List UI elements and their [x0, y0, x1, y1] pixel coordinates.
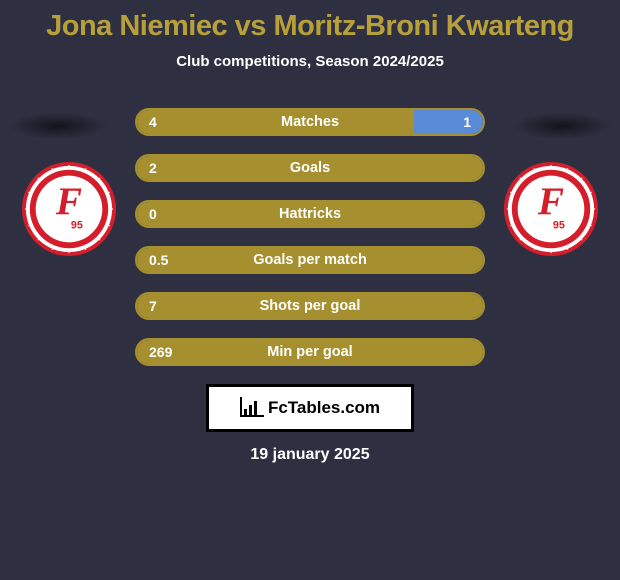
- right-shadow: [512, 112, 612, 140]
- stat-bar: 0.5 Goals per match: [135, 246, 485, 274]
- chart-icon: [240, 399, 262, 417]
- stat-right-value: 1: [463, 114, 471, 130]
- stat-label: Matches: [137, 114, 483, 130]
- stat-bar: 7 Shots per goal: [135, 292, 485, 320]
- stat-label: Hattricks: [137, 206, 483, 222]
- stat-label: Goals: [137, 160, 483, 176]
- svg-text:F: F: [537, 180, 564, 223]
- left-shadow: [8, 112, 108, 140]
- stat-bar: 0 Hattricks: [135, 200, 485, 228]
- svg-text:95: 95: [553, 220, 565, 232]
- stat-bar: 2 Goals: [135, 154, 485, 182]
- stat-label: Shots per goal: [137, 298, 483, 314]
- left-club-logo: F 95: [20, 160, 118, 258]
- right-club-logo: F 95: [502, 160, 600, 258]
- page-subtitle: Club competitions, Season 2024/2025: [0, 47, 620, 88]
- stat-label: Goals per match: [137, 252, 483, 268]
- stat-bar: 4 Matches 1: [135, 108, 485, 136]
- branding-text: FcTables.com: [268, 398, 380, 418]
- stat-label: Min per goal: [137, 344, 483, 360]
- stat-bar: 269 Min per goal: [135, 338, 485, 366]
- branding-badge: FcTables.com: [206, 384, 414, 432]
- stat-bars: 4 Matches 1 2 Goals 0 Hattricks 0.5 Goal…: [135, 108, 485, 366]
- comparison-arena: F 95 F 95 4 Matches 1 2 Goals: [0, 88, 620, 368]
- comparison-date: 19 january 2025: [0, 446, 620, 464]
- svg-text:95: 95: [71, 220, 83, 232]
- page-title: Jona Niemiec vs Moritz-Broni Kwarteng: [0, 0, 620, 47]
- svg-text:F: F: [55, 180, 82, 223]
